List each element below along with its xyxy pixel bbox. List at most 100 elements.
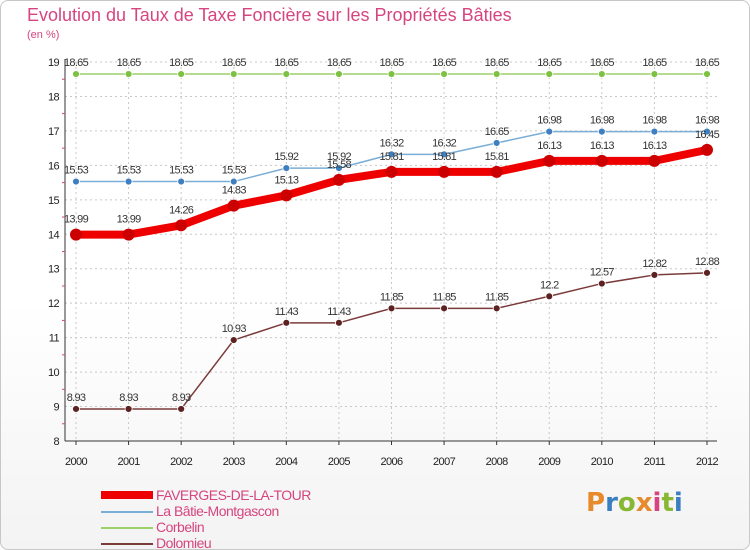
logo-letter: x: [635, 488, 653, 518]
data-label-3: 11.43: [327, 306, 351, 318]
data-point-2: [177, 70, 186, 78]
data-point-1: [229, 177, 238, 186]
y-tick-label: 19: [48, 57, 60, 69]
data-point-3: [440, 304, 448, 313]
data-label-3: 12.88: [695, 256, 720, 268]
legend-swatch-corbelin: [101, 527, 153, 529]
data-label-0: 14.83: [222, 185, 247, 197]
data-point-0: [438, 165, 451, 178]
x-tick-label: 2005: [328, 456, 351, 468]
data-point-2: [335, 70, 343, 78]
data-label-1: 16.32: [379, 137, 404, 149]
data-label-2: 18.65: [274, 57, 299, 69]
data-point-2: [229, 70, 238, 78]
data-point-2: [492, 70, 501, 78]
data-point-0: [701, 143, 713, 156]
data-label-3: 12.57: [590, 267, 615, 279]
data-point-2: [703, 70, 711, 78]
grid-lines: [65, 61, 717, 442]
logo-letter: i: [673, 488, 683, 518]
data-point-3: [124, 405, 133, 413]
data-label-0: 15.13: [274, 174, 299, 186]
data-label-0: 16.13: [590, 140, 615, 152]
data-point-0: [648, 154, 661, 167]
data-label-0: 15.81: [432, 151, 457, 163]
data-point-2: [597, 70, 606, 78]
data-label-1: 15.92: [327, 151, 352, 163]
data-point-3: [282, 318, 291, 327]
data-label-2: 18.65: [222, 57, 247, 69]
data-label-3: 12.82: [642, 258, 667, 270]
data-point-0: [490, 165, 503, 178]
x-tick-label: 2006: [380, 456, 403, 468]
data-point-1: [387, 150, 396, 159]
data-label-1: 15.53: [169, 165, 194, 177]
data-point-2: [545, 70, 554, 78]
x-tick-label: 2010: [591, 456, 614, 468]
data-point-1: [440, 150, 448, 159]
data-label-3: 11.85: [432, 291, 456, 303]
legend-swatch-faverges: [101, 491, 153, 499]
data-point-1: [545, 127, 554, 136]
legend: FAVERGES-DE-LA-TOUR La Bâtie-Montgascon …: [101, 487, 401, 550]
data-label-2: 18.65: [64, 57, 89, 69]
data-label-2: 18.65: [379, 57, 404, 69]
data-point-3: [335, 318, 343, 327]
y-tick-label: 16: [48, 160, 60, 172]
legend-item-corbelin: Corbelin: [101, 519, 401, 536]
legend-swatch-dolomieu: [101, 543, 153, 545]
data-label-1: 16.98: [642, 115, 667, 127]
data-label-3: 12.2: [540, 279, 559, 291]
x-tick-label: 2000: [65, 456, 88, 468]
data-label-2: 18.65: [590, 57, 615, 69]
x-tick-label: 2012: [696, 456, 719, 468]
data-label-1: 15.53: [64, 165, 89, 177]
data-point-0: [122, 228, 135, 241]
data-point-1: [177, 177, 186, 186]
y-tick-label: 15: [48, 195, 60, 207]
data-label-1: 15.92: [274, 151, 299, 163]
x-tick-label: 2001: [118, 456, 141, 468]
logo-letter: o: [617, 488, 636, 518]
data-point-2: [440, 70, 448, 78]
data-label-3: 11.43: [275, 306, 299, 318]
y-tick-label: 10: [48, 367, 60, 379]
logo-letter: P: [586, 488, 606, 518]
data-label-3: 11.85: [485, 291, 509, 303]
logo-letter: t: [661, 488, 674, 518]
data-point-1: [703, 127, 711, 136]
y-tick-label: 18: [48, 91, 60, 103]
data-label-2: 18.65: [117, 57, 142, 69]
y-tick-label: 8: [53, 436, 59, 448]
data-point-1: [650, 127, 659, 136]
data-point-2: [124, 70, 133, 78]
data-point-0: [385, 165, 398, 178]
data-label-2: 18.65: [485, 57, 510, 69]
data-label-0: 16.13: [537, 140, 562, 152]
data-point-3: [597, 279, 606, 288]
data-label-1: 16.32: [432, 137, 457, 149]
data-point-3: [703, 268, 711, 277]
x-tick-label: 2007: [433, 456, 456, 468]
y-tick-label: 17: [48, 126, 60, 138]
data-label-1: 15.53: [117, 165, 142, 177]
data-label-1: 15.53: [222, 165, 247, 177]
y-tick-label: 9: [53, 402, 59, 414]
series-points: [70, 70, 713, 413]
x-tick-label: 2002: [170, 456, 193, 468]
y-tick-label: 14: [48, 229, 60, 241]
data-label-2: 18.65: [695, 57, 720, 69]
proxiti-logo: Proxiti: [586, 488, 683, 518]
x-tick-label: 2008: [486, 456, 509, 468]
legend-label-dolomieu: Dolomieu: [156, 535, 212, 550]
data-point-3: [492, 304, 501, 313]
data-point-1: [335, 164, 343, 173]
data-label-1: 16.98: [537, 115, 562, 127]
logo-letter: i: [652, 488, 662, 518]
legend-item-batie-montgascon: La Bâtie-Montgascon: [101, 503, 401, 520]
legend-label-batie-montgascon: La Bâtie-Montgascon: [156, 503, 279, 519]
data-label-0: 13.99: [117, 214, 142, 226]
y-tick-label: 11: [49, 333, 60, 345]
data-label-3: 8.93: [172, 392, 191, 404]
